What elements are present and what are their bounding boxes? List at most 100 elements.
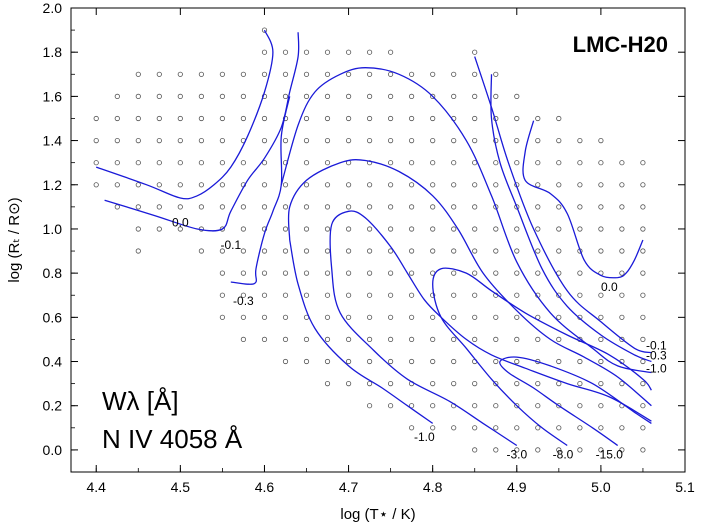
grid-point [408,314,415,320]
grid-point [282,93,289,100]
grid-point [472,138,478,144]
contour-line [490,74,652,363]
grid-point [640,248,646,254]
contour-label: -1.0 [414,430,435,444]
grid-point [577,270,583,276]
grid-point [93,160,99,166]
grid-point [430,425,436,431]
grid-point [324,248,331,254]
grid-point [577,138,583,144]
grid-point [640,380,646,387]
grid-point [198,93,204,100]
grid-point [366,292,373,298]
grid-point [282,138,289,144]
grid-point [156,138,162,144]
grid-point [430,292,436,298]
grid-point [261,204,268,210]
grid-point [282,182,289,188]
grid-point [324,226,331,232]
grid-point [430,160,436,166]
grid-point [430,226,436,232]
grid-point [598,380,604,387]
grid-point [408,248,415,254]
grid-point [387,138,394,144]
grid-point [430,358,436,365]
grid-point [493,447,499,453]
grid-point [514,248,520,254]
grid-point [219,71,225,77]
grid-point [177,115,183,122]
grid-point [514,160,520,166]
grid-point [282,314,289,320]
grid-point [261,314,268,320]
grid-point [493,336,499,342]
grid-point [282,336,289,342]
grid-point [198,138,204,144]
grid-point [366,93,373,100]
grid-point [387,182,394,188]
grid-point [514,403,520,409]
grid-point [535,204,541,210]
grid-point [156,93,162,100]
grid-point [577,204,583,210]
grid-point [366,182,373,188]
contour-label: 0.0 [601,280,618,294]
grid-point [577,160,583,166]
grid-point [261,336,268,342]
grid-point [387,314,394,320]
grid-point [430,182,436,188]
grid-point [619,314,625,320]
grid-point [345,380,352,387]
grid-point [345,314,352,320]
grid-point [387,115,394,122]
contour-line [289,239,434,424]
grid-point [114,160,120,166]
grid-point [535,447,541,453]
grid-point [198,182,204,188]
grid-point [408,270,415,276]
grid-point [493,270,499,276]
grid-point [219,226,225,232]
grid-point [303,336,310,342]
grid-point [135,182,141,188]
grid-point [156,226,162,232]
grid-point [240,115,246,122]
grid-point [535,336,541,342]
grid-point [282,204,289,210]
grid-point [282,270,289,276]
grid-point [472,71,478,77]
grid-point [366,336,373,342]
grid-point [219,314,225,320]
grid-point [408,71,415,77]
grid-point [177,204,183,210]
grid-point [640,226,646,232]
contour-line [280,67,652,374]
grid-point [472,314,478,320]
grid-point [387,93,394,100]
contour-label: -8.0 [553,448,574,462]
grid-point [303,138,310,144]
grid-point [598,292,604,298]
grid-point [598,160,604,166]
grid-point [387,380,394,387]
grid-point [514,292,520,298]
grid-point [324,204,331,210]
grid-point [619,425,625,431]
grid-point [240,292,246,298]
grid-point [640,336,646,342]
grid-point [219,204,225,210]
x-tick-label: 5.0 [591,479,611,495]
y-tick-label: 1.2 [43,177,63,193]
contour-label: -15.0 [596,448,624,462]
grid-point [261,248,268,254]
grid-point [472,49,478,55]
grid-point [408,336,415,342]
grid-point [619,182,625,188]
grid-point [408,204,415,210]
grid-point [535,403,541,409]
contour-line [95,29,274,200]
grid-point [198,160,204,166]
grid-point [261,49,268,55]
grid-point [430,336,436,342]
grid-point [345,270,352,276]
